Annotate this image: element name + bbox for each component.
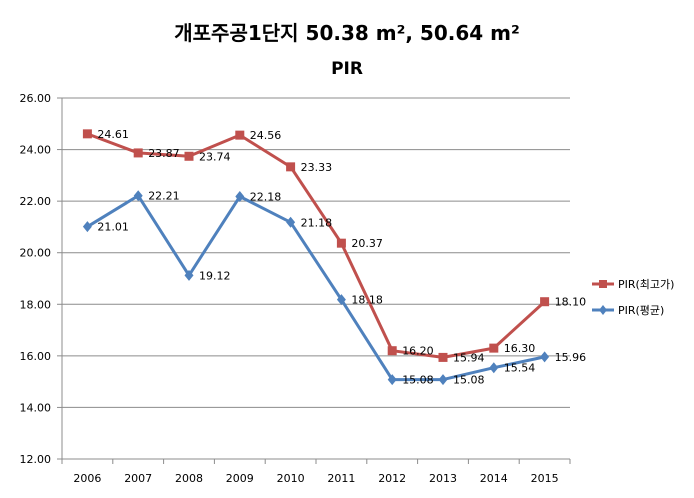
data-label: 15.96 xyxy=(555,351,587,364)
y-tick-label: 26.00 xyxy=(20,92,52,105)
data-point-diamond xyxy=(133,190,143,202)
legend-marker-diamond xyxy=(599,305,607,315)
data-point-square xyxy=(286,162,296,172)
x-tick-label: 2006 xyxy=(73,472,101,485)
data-label: 16.30 xyxy=(504,342,536,355)
data-label: 18.10 xyxy=(555,296,587,309)
data-point-diamond xyxy=(540,351,550,363)
series xyxy=(82,129,550,386)
legend-marker-square xyxy=(599,280,607,288)
y-tick-label: 22.00 xyxy=(20,195,52,208)
axes: 12.00 14.00 16.00 18.00 20.00 22.00 24.00 26.00… xyxy=(20,92,571,485)
data-point-diamond xyxy=(286,216,296,228)
y-tick-label: 20.00 xyxy=(20,247,52,260)
y-tick-label: 24.00 xyxy=(20,144,52,157)
y-tick-label: 14.00 xyxy=(20,401,52,414)
data-label: 23.74 xyxy=(199,150,231,163)
data-point-square xyxy=(489,343,499,353)
x-tick-label: 2010 xyxy=(277,472,305,485)
legend: PIR(최고가) PIR(평균) xyxy=(592,278,674,317)
data-point-diamond xyxy=(82,221,92,233)
legend-label: PIR(최고가) xyxy=(618,278,674,291)
data-label: 15.94 xyxy=(453,351,485,364)
chart-subtitle: PIR xyxy=(331,59,363,79)
data-label: 19.12 xyxy=(199,269,231,282)
x-tick-label: 2009 xyxy=(226,472,254,485)
data-label: 16.20 xyxy=(402,345,434,358)
data-point-square xyxy=(184,151,194,161)
data-labels: 24.61 23.87 23.74 24.56 23.33 20.37 16.20 15.94… xyxy=(97,128,586,387)
data-label: 15.08 xyxy=(402,374,434,387)
data-point-square xyxy=(336,238,346,248)
data-point-diamond xyxy=(489,362,499,374)
data-label: 15.54 xyxy=(504,362,536,375)
data-point-diamond xyxy=(438,374,448,386)
data-point-square xyxy=(387,346,397,356)
data-label: 18.18 xyxy=(351,294,383,307)
series-line xyxy=(86,132,546,359)
legend-label: PIR(평균) xyxy=(618,304,664,317)
data-label: 22.21 xyxy=(148,190,180,203)
data-point-square xyxy=(82,129,92,139)
y-tick-label: 16.00 xyxy=(20,350,52,363)
data-label: 21.18 xyxy=(301,216,333,229)
data-label: 22.18 xyxy=(250,191,281,204)
x-tick-label: 2013 xyxy=(429,472,457,485)
data-point-square xyxy=(133,148,143,158)
x-tick-label: 2007 xyxy=(124,472,152,485)
data-label: 23.33 xyxy=(301,161,333,174)
data-point-square xyxy=(235,130,245,140)
data-label: 24.56 xyxy=(250,129,281,142)
x-tick-label: 2015 xyxy=(531,472,559,485)
data-label: 21.01 xyxy=(97,221,128,234)
data-label: 20.37 xyxy=(351,237,383,250)
data-point-diamond xyxy=(184,269,194,281)
data-point-diamond xyxy=(235,191,245,203)
data-point-diamond xyxy=(336,294,346,306)
y-tick-label: 12.00 xyxy=(20,453,52,466)
data-point-square xyxy=(540,297,550,307)
data-label: 15.08 xyxy=(453,374,485,387)
data-point-diamond xyxy=(387,374,397,386)
x-tick-label: 2011 xyxy=(327,472,355,485)
grid xyxy=(62,97,570,408)
x-tick-label: 2008 xyxy=(175,472,203,485)
data-point-square xyxy=(438,352,448,362)
series-line xyxy=(86,194,545,382)
y-tick-label: 18.00 xyxy=(20,298,52,311)
data-label: 23.87 xyxy=(148,147,180,160)
data-label: 24.61 xyxy=(97,128,128,141)
chart-title: 개포주공1단지 50.38 m², 50.64 m² xyxy=(174,21,520,45)
x-tick-label: 2012 xyxy=(378,472,406,485)
x-tick-label: 2014 xyxy=(480,472,508,485)
